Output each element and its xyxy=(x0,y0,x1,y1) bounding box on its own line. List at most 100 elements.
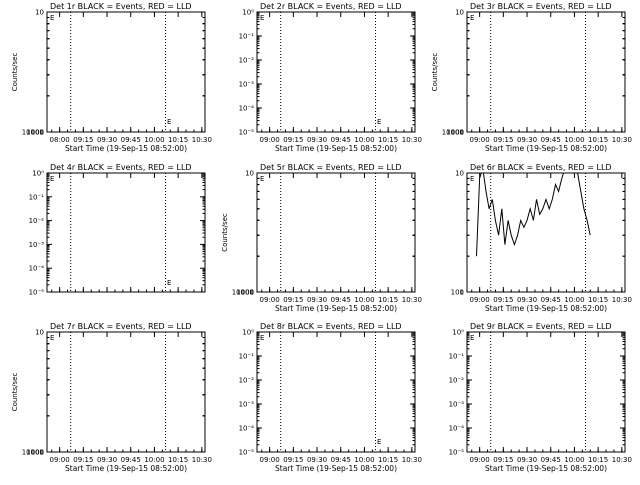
y-tick-label: 1 xyxy=(40,449,44,457)
x-tick-label: 08:00 xyxy=(50,136,70,144)
y-tick-label: 10⁰ xyxy=(32,170,44,178)
x-tick-label: 10:30 xyxy=(612,456,632,464)
y-tick-label: 10⁻³ xyxy=(239,81,255,89)
x-tick-label: 09:30 xyxy=(97,456,117,464)
panel-det-5: Det 5r BLACK = Events, RED = LLD11010010… xyxy=(221,0,422,313)
panel-title: Det 3r BLACK = Events, RED = LLD xyxy=(470,2,612,11)
y-tick-label: 10 xyxy=(35,329,44,337)
x-tick-label: 10:15 xyxy=(168,456,188,464)
marker-label: E xyxy=(260,175,264,183)
x-tick-label: 10:00 xyxy=(564,136,584,144)
x-tick-label: 10:30 xyxy=(402,296,422,304)
panel-title: Det 8r BLACK = Events, RED = LLD xyxy=(260,322,402,331)
marker-label: E xyxy=(50,14,54,22)
x-tick-label: 10:15 xyxy=(378,456,398,464)
y-tick-label: 10 xyxy=(245,170,254,178)
y-tick-label: 10⁻¹ xyxy=(239,33,255,41)
plot-frame xyxy=(46,331,206,453)
x-tick-label: 09:30 xyxy=(517,456,537,464)
y-tick-label: 10⁻¹ xyxy=(449,353,465,361)
y-tick-label: 10⁻³ xyxy=(449,401,465,409)
plot-frame xyxy=(466,11,626,133)
x-tick-label: 09:30 xyxy=(517,136,537,144)
y-tick-label: 10⁻³ xyxy=(239,401,255,409)
y-tick-label: 10⁻⁴ xyxy=(449,425,465,433)
y-tick-label: 1 xyxy=(460,289,464,297)
x-tick-label: 09:45 xyxy=(331,296,351,304)
x-tick-label: 09:45 xyxy=(331,456,351,464)
x-tick-label: 09:45 xyxy=(541,296,561,304)
panel-det-6: Det 6r BLACK = Events, RED = LLD 1 10 100 09… xyxy=(451,163,632,313)
events-series-line xyxy=(476,173,591,257)
panel-det-3: Det 3r BLACK = Events, RED = LLD11010010… xyxy=(431,2,632,153)
marker-label: E xyxy=(470,334,474,342)
x-tick-label: 10:30 xyxy=(612,296,632,304)
y-tick-label: 10⁻² xyxy=(449,377,465,385)
marker-label: E xyxy=(50,334,54,342)
x-axis-label: Start Time (19-Sep-15 08:52:00) xyxy=(485,304,607,313)
y-tick-label: 100 xyxy=(451,289,464,297)
y-tick-label: 10⁰ xyxy=(242,9,254,17)
y-tick-label: 1 xyxy=(460,129,464,137)
x-tick-label: 09:45 xyxy=(541,456,561,464)
x-tick-label: 09:15 xyxy=(73,456,93,464)
marker-label: E xyxy=(377,118,381,126)
y-tick-label: 100 xyxy=(31,129,44,137)
y-tick-label: 10⁻⁴ xyxy=(29,265,45,273)
y-tick-label: 1000 xyxy=(26,449,44,457)
panel-title: Det 2r BLACK = Events, RED = LLD xyxy=(260,2,402,11)
x-tick-label: 09:15 xyxy=(73,136,93,144)
x-axis-label: Start Time (19-Sep-15 08:52:00) xyxy=(275,464,397,473)
x-tick-label: 10:30 xyxy=(402,136,422,144)
y-axis-label: Counts/sec xyxy=(221,213,229,252)
y-tick-label: 10 xyxy=(35,9,44,17)
y-tick-label: 10⁻¹ xyxy=(239,353,255,361)
y-tick-label: 1000 xyxy=(26,129,44,137)
marker-label: E xyxy=(50,175,54,183)
y-tick-label: 100 xyxy=(241,289,254,297)
y-tick-label: 10⁰ xyxy=(242,329,254,337)
x-tick-label: 09:30 xyxy=(97,136,117,144)
x-tick-label: 09:00 xyxy=(260,296,280,304)
x-tick-label: 09:30 xyxy=(307,456,327,464)
plot-frame xyxy=(256,331,416,453)
y-tick-label: 1 xyxy=(250,289,254,297)
x-tick-label: 10:30 xyxy=(192,456,212,464)
x-tick-label: 09:00 xyxy=(470,296,490,304)
y-tick-label: 1000 xyxy=(236,289,254,297)
y-tick-label: 10⁻⁵ xyxy=(239,129,255,137)
plot-frame xyxy=(256,11,416,133)
panel-det-1: Det 1r BLACK = Events, RED = LLD11010010… xyxy=(11,2,212,153)
x-tick-label: 09:00 xyxy=(260,136,280,144)
marker-label: E xyxy=(470,14,474,22)
x-tick-label: 09:45 xyxy=(331,136,351,144)
panel-title: Det 5r BLACK = Events, RED = LLD xyxy=(260,163,402,172)
panel-det-8: Det 8r BLACK = Events, RED = LLD 10⁰ 10⁻¹ 1… xyxy=(239,322,422,473)
x-tick-label: 10:30 xyxy=(402,456,422,464)
y-tick-label: 10⁻² xyxy=(239,57,255,65)
x-tick-label: 10:30 xyxy=(612,136,632,144)
y-tick-label: 10 xyxy=(455,170,464,178)
x-axis-label: Start Time (19-Sep-15 08:52:00) xyxy=(275,144,397,153)
x-tick-label: 10:15 xyxy=(588,136,608,144)
x-tick-label: 09:15 xyxy=(493,296,513,304)
x-tick-label: 10:15 xyxy=(378,296,398,304)
x-tick-label: 09:15 xyxy=(493,136,513,144)
x-tick-label: 10:00 xyxy=(144,136,164,144)
marker-label: E xyxy=(470,175,474,183)
x-tick-label: 10:15 xyxy=(588,296,608,304)
x-tick-label: 09:30 xyxy=(307,136,327,144)
y-tick-label: 10⁻² xyxy=(29,217,45,225)
y-tick-label: 1000 xyxy=(446,129,464,137)
events-series-line xyxy=(270,0,381,137)
x-tick-label: 09:00 xyxy=(50,456,70,464)
x-axis-label: Start Time (19-Sep-15 08:52:00) xyxy=(485,464,607,473)
x-tick-label: 10:00 xyxy=(144,456,164,464)
y-tick-label: 10⁻⁴ xyxy=(239,105,255,113)
x-tick-label: 10:30 xyxy=(192,136,212,144)
x-tick-label: 09:15 xyxy=(283,296,303,304)
x-tick-label: 09:30 xyxy=(517,296,537,304)
x-tick-label: 10:00 xyxy=(354,136,374,144)
plot-frame xyxy=(466,331,626,453)
